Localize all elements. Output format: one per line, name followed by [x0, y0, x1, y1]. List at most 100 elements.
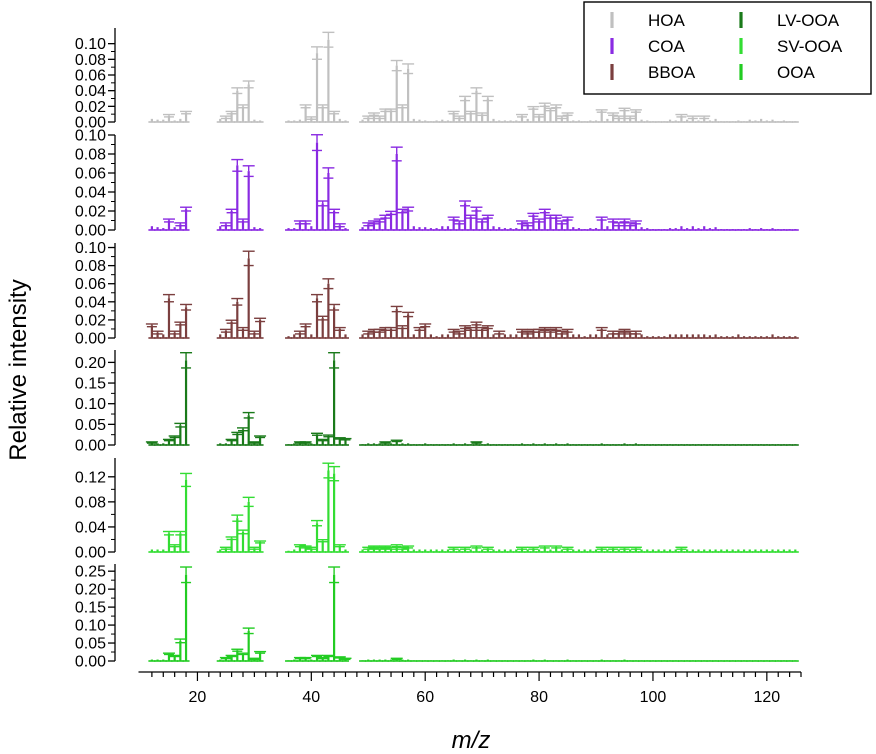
peak-mz-125	[791, 549, 799, 553]
peak-mz-68	[464, 214, 477, 231]
peak-mz-15	[162, 530, 175, 553]
peak-mz-27	[231, 648, 244, 662]
peak-mz-18	[180, 352, 193, 446]
peak-mz-81	[538, 326, 551, 339]
peak-mz-57	[402, 311, 415, 339]
peak-mz-91	[595, 216, 608, 231]
peak-mz-46	[339, 437, 352, 446]
peak-mz-28	[236, 427, 249, 446]
peak-mz-28	[236, 529, 249, 553]
peak-mz-42	[316, 438, 329, 446]
peak-mz-69	[470, 545, 483, 553]
peak-mz-59	[413, 326, 426, 339]
peak-mz-30	[248, 546, 261, 553]
peak-mz-67	[459, 200, 472, 231]
peak-mz-57	[402, 63, 415, 123]
peak-mz-29	[242, 250, 255, 339]
peak-mz-70	[476, 112, 489, 123]
y-tick-label: 0.08	[75, 494, 106, 511]
peak-mz-31	[254, 435, 267, 446]
peak-mz-91	[595, 109, 608, 123]
peak-mz-66	[453, 220, 466, 231]
peak-mz-97	[629, 330, 642, 339]
peak-mz-97	[629, 109, 642, 123]
peak-mz-17	[174, 638, 187, 662]
y-tick-label: 0.15	[75, 600, 106, 617]
legend-box	[583, 1, 872, 95]
y-tick-label: 0.02	[75, 204, 106, 221]
legend-label-sv-ooa: SV-OOA	[777, 37, 843, 56]
peak-mz-73	[493, 330, 506, 339]
peak-mz-31	[254, 650, 267, 662]
y-tick-label: 0.08	[75, 52, 106, 69]
peak-mz-42	[316, 539, 329, 553]
peak-mz-46	[341, 549, 349, 553]
peak-mz-26	[225, 208, 238, 231]
panel-bboa: 0.00 0.020.040.060.080.10	[75, 240, 799, 348]
peak-mz-109	[698, 115, 711, 123]
y-tick-label: 0.10	[75, 240, 106, 257]
peak-mz-105	[675, 546, 688, 553]
peak-mz-85	[561, 112, 574, 123]
peak-mz-40	[305, 546, 318, 553]
peak-mz-69	[470, 87, 483, 123]
peak-mz-27	[231, 87, 244, 123]
peak-mz-26	[225, 110, 238, 123]
peak-mz-60	[419, 323, 432, 339]
peak-mz-41	[311, 654, 324, 662]
y-tick-label: 0.08	[75, 258, 106, 275]
y-axis-title: Relative intensity	[5, 279, 32, 460]
y-tick-label: 0.10	[75, 618, 106, 635]
peak-mz-107	[686, 115, 699, 123]
peak-mz-56	[396, 325, 409, 339]
peak-mz-15	[162, 293, 175, 339]
peak-mz-46	[341, 120, 349, 123]
peak-mz-43	[322, 167, 335, 231]
y-tick-label: 0.12	[75, 469, 106, 486]
y-tick-label: 0.15	[75, 376, 106, 393]
peak-mz-55	[390, 657, 403, 662]
peak-mz-29	[242, 165, 255, 231]
peak-mz-94	[612, 222, 625, 231]
peak-mz-25	[219, 115, 232, 123]
y-tick-label: 0.04	[75, 83, 106, 100]
peak-mz-85	[561, 216, 574, 231]
peak-mz-54	[385, 210, 398, 231]
y-tick-label: 0.00	[75, 654, 106, 671]
y-tick-label: 0.00	[75, 115, 106, 132]
peak-mz-79	[527, 212, 540, 231]
peak-mz-46	[339, 657, 352, 662]
x-axis-title: m/z	[452, 727, 491, 754]
peak-mz-18	[180, 303, 193, 339]
peak-mz-38	[293, 330, 306, 339]
x-tick-label: 120	[753, 689, 780, 706]
peak-mz-31	[254, 317, 267, 339]
peak-mz-27	[231, 431, 244, 446]
peak-mz-125	[791, 121, 799, 123]
peak-mz-17	[174, 222, 187, 231]
y-tick-label: 0.00	[75, 438, 106, 455]
peak-mz-16	[168, 654, 181, 662]
peak-mz-17	[174, 422, 187, 446]
peak-mz-27	[231, 297, 244, 339]
peak-mz-28	[236, 104, 249, 123]
x-tick-label: 80	[530, 689, 548, 706]
peak-mz-25	[219, 222, 232, 231]
y-tick-label: 0.06	[75, 276, 106, 293]
peak-mz-44	[328, 303, 341, 339]
peak-mz-41	[311, 293, 324, 339]
y-tick-label: 0.08	[75, 147, 106, 164]
peak-mz-105	[675, 113, 688, 123]
y-tick-label: 0.04	[75, 185, 106, 202]
peak-mz-31	[256, 228, 264, 231]
peak-mz-81	[538, 545, 551, 553]
peak-mz-85	[561, 328, 574, 339]
peak-mz-29	[242, 627, 255, 662]
peak-mz-95	[618, 328, 631, 339]
peak-mz-54	[385, 326, 398, 339]
y-tick-label: 0.20	[75, 355, 106, 372]
peak-mz-29	[242, 80, 255, 123]
peak-mz-77	[515, 113, 528, 123]
y-tick-label: 0.10	[75, 36, 106, 53]
